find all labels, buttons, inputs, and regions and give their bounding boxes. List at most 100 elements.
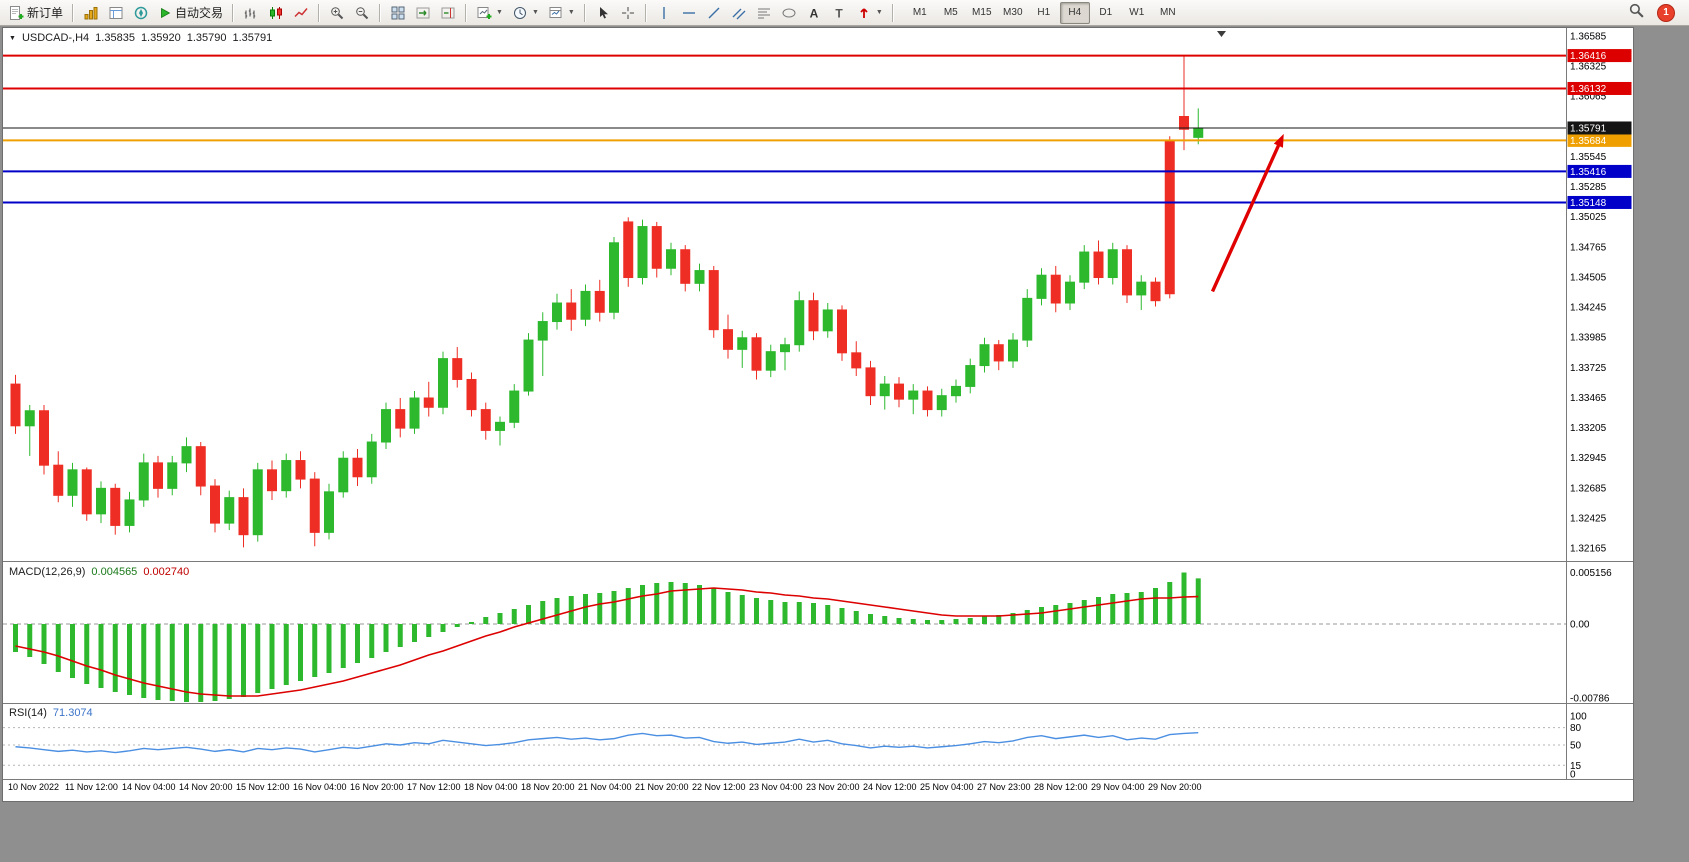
zoom-in-button[interactable] <box>325 1 349 25</box>
svg-text:18 Nov 04:00: 18 Nov 04:00 <box>464 782 518 792</box>
navigator-button[interactable] <box>129 1 153 25</box>
autotrading-icon <box>158 6 172 20</box>
svg-text:11 Nov 12:00: 11 Nov 12:00 <box>65 782 118 792</box>
chart-shift-button[interactable] <box>436 1 460 25</box>
bar-chart-icon <box>243 5 259 21</box>
line-chart-button[interactable] <box>289 1 313 25</box>
toolbar-right: 1 <box>1628 2 1685 24</box>
line-chart-icon <box>293 5 309 21</box>
candlestick-chart-button[interactable] <box>264 1 288 25</box>
svg-text:21 Nov 20:00: 21 Nov 20:00 <box>635 782 689 792</box>
zoom-out-icon <box>354 5 370 21</box>
svg-text:14 Nov 20:00: 14 Nov 20:00 <box>179 782 233 792</box>
bar-chart-button[interactable] <box>239 1 263 25</box>
toolbar-separator <box>232 3 235 22</box>
svg-text:28 Nov 12:00: 28 Nov 12:00 <box>1034 782 1088 792</box>
text-label-button[interactable]: T <box>827 1 851 25</box>
svg-text:1.36065: 1.36065 <box>1570 92 1607 103</box>
channel-button[interactable] <box>727 1 751 25</box>
channel-icon <box>731 5 747 21</box>
svg-text:10 Nov 2022: 10 Nov 2022 <box>8 782 59 792</box>
svg-text:0.00: 0.00 <box>1570 620 1590 631</box>
chart-menu-icon[interactable]: ▼ <box>9 34 16 42</box>
autotrading-button[interactable]: 自动交易 <box>154 1 227 25</box>
svg-text:1.35684: 1.35684 <box>1570 136 1607 147</box>
svg-text:27 Nov 23:00: 27 Nov 23:00 <box>977 782 1031 792</box>
chart-shift-marker[interactable] <box>1217 31 1226 37</box>
chart-canvas[interactable]: 1.365851.363251.360651.358051.355451.352… <box>3 28 1633 801</box>
svg-text:1.33465: 1.33465 <box>1570 393 1607 404</box>
rsi-value: 71.3074 <box>52 707 93 719</box>
toolbar-separator <box>644 3 647 22</box>
tile-windows-icon <box>390 5 406 21</box>
trendline-button[interactable] <box>702 1 726 25</box>
level-lines[interactable] <box>3 54 1566 204</box>
candlestick-chart-icon <box>268 5 284 21</box>
navigator-icon <box>133 5 149 21</box>
macd-signal-value: 0.002740 <box>143 566 190 578</box>
svg-text:50: 50 <box>1570 741 1582 752</box>
market-watch-button[interactable] <box>79 1 103 25</box>
toolbar-separator <box>891 3 894 22</box>
timeframe-button-m15[interactable]: M15 <box>972 6 992 18</box>
timeframe-button-m30[interactable]: M30 <box>1003 6 1023 18</box>
shapes-button[interactable] <box>777 1 801 25</box>
zoom-in-icon <box>329 5 345 21</box>
vertical-line-button[interactable] <box>652 1 676 25</box>
crosshair-button[interactable] <box>616 1 640 25</box>
search-icon[interactable] <box>1628 2 1645 24</box>
cursor-button[interactable] <box>591 1 615 25</box>
svg-text:1.35285: 1.35285 <box>1570 182 1607 193</box>
svg-text:1.32945: 1.32945 <box>1570 453 1607 464</box>
svg-text:15 Nov 12:00: 15 Nov 12:00 <box>236 782 290 792</box>
timeframe-button-m5[interactable]: M5 <box>943 6 958 18</box>
fibonacci-button[interactable] <box>752 1 776 25</box>
timeframe-button-d1[interactable]: D1 <box>1099 6 1113 18</box>
main-toolbar: 新订单 自动交易 ▼ ▼ ▼ A T ▼ M1 M5 M15 M30 H1 H4 D1 W1 M… <box>0 0 1689 26</box>
templates-button[interactable]: ▼ <box>544 1 579 25</box>
arrows-button[interactable]: ▼ <box>852 1 887 25</box>
symbol-period-label: USDCAD-,H4 <box>21 32 90 44</box>
auto-scroll-button[interactable] <box>411 1 435 25</box>
timeframe-button-h1[interactable]: H1 <box>1037 6 1051 18</box>
new-chart-button[interactable]: ▼ <box>472 1 507 25</box>
svg-text:T: T <box>835 6 843 20</box>
timeframe-button-mn[interactable]: MN <box>1160 6 1176 18</box>
chevron-down-icon: ▼ <box>531 9 539 16</box>
timeframe-button-w1[interactable]: W1 <box>1129 6 1145 18</box>
svg-text:1.35416: 1.35416 <box>1570 167 1607 178</box>
time-axis[interactable]: 10 Nov 2022 11 Nov 12:00 14 Nov 04:00 14 No… <box>8 782 1202 792</box>
clock-icon <box>512 5 528 21</box>
zoom-out-button[interactable] <box>350 1 374 25</box>
svg-text:1.33985: 1.33985 <box>1570 333 1607 344</box>
text-button[interactable]: A <box>802 1 826 25</box>
close-value: 1.35791 <box>232 32 273 44</box>
timeframe-button-m1[interactable]: M1 <box>912 6 927 18</box>
periods-button[interactable]: ▼ <box>508 1 543 25</box>
svg-text:100: 100 <box>1570 712 1587 723</box>
svg-text:23 Nov 04:00: 23 Nov 04:00 <box>749 782 803 792</box>
high-value: 1.35920 <box>140 32 181 44</box>
chart-window: 1.365851.363251.360651.358051.355451.352… <box>2 27 1634 802</box>
open-value: 1.35835 <box>95 32 135 44</box>
svg-text:1.36132: 1.36132 <box>1570 84 1607 95</box>
macd-main-value: 0.004565 <box>91 566 138 578</box>
svg-text:25 Nov 04:00: 25 Nov 04:00 <box>920 782 974 792</box>
new-order-button[interactable]: 新订单 <box>4 1 67 25</box>
data-window-button[interactable] <box>104 1 128 25</box>
svg-text:1.36416: 1.36416 <box>1570 51 1607 62</box>
arrow-annotation[interactable] <box>1210 133 1284 293</box>
svg-text:1.35791: 1.35791 <box>1570 123 1607 134</box>
tile-windows-button[interactable] <box>386 1 410 25</box>
svg-text:24 Nov 12:00: 24 Nov 12:00 <box>863 782 917 792</box>
svg-text:29 Nov 04:00: 29 Nov 04:00 <box>1091 782 1145 792</box>
horizontal-line-button[interactable] <box>677 1 701 25</box>
svg-text:1.32685: 1.32685 <box>1570 483 1607 494</box>
panel-separators[interactable] <box>3 28 1633 780</box>
timeframe-button-h4[interactable]: H4 <box>1059 1 1090 24</box>
crosshair-icon <box>620 5 636 21</box>
svg-text:1.32165: 1.32165 <box>1570 544 1607 555</box>
svg-text:1.35545: 1.35545 <box>1570 152 1607 163</box>
notification-badge[interactable]: 1 <box>1657 3 1675 22</box>
